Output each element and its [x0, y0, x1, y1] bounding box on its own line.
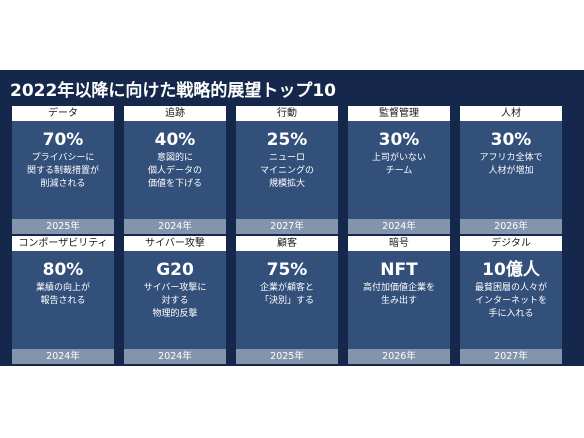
strategic-outlook-slide: 2022年以降に向けた戦略的展望トップ10 データ 70% プライバシーに 関す… [0, 70, 584, 366]
card-year: 2027年 [460, 349, 562, 364]
card-description-line: チーム [385, 166, 413, 176]
card-description-line: 価値を下げる [147, 179, 202, 189]
card-value: 25% [266, 130, 308, 150]
card-description-line: 手に入れる [488, 309, 534, 319]
card-description-line: アフリカ全体で [479, 153, 543, 163]
outlook-card-supervision: 監督管理 30% 上司がいない チーム 2024年 [348, 106, 450, 234]
card-description-line: 規模拡大 [268, 179, 305, 189]
card-category: 人材 [460, 106, 562, 121]
card-description: プライバシーに 関する制裁措置が 削減される [14, 152, 112, 191]
card-description-line: マイニングの [259, 166, 314, 176]
card-description: 上司がいない チーム [350, 152, 448, 178]
card-description-line: 業績の向上が [35, 283, 90, 293]
card-category: サイバー攻撃 [124, 236, 226, 251]
card-description-line: サイバー攻撃に [143, 283, 207, 293]
card-category: 暗号 [348, 236, 450, 251]
card-description-line: 意図的に [156, 153, 193, 163]
card-year: 2024年 [124, 349, 226, 364]
card-description-line: プライバシーに [31, 153, 95, 163]
card-value: NFT [380, 260, 418, 280]
card-description: 最貧困層の人々が インターネットを 手に入れる [462, 282, 560, 321]
card-description-line: 上司がいない [371, 153, 426, 163]
outlook-card-talent: 人材 30% アフリカ全体で 人材が増加 2026年 [460, 106, 562, 234]
card-description-line: 生み出す [380, 296, 417, 306]
card-description-line: 人材が増加 [488, 166, 534, 176]
card-value: 80% [42, 260, 84, 280]
card-description-line: 報告される [40, 296, 86, 306]
outlook-card-digital: デジタル 10億人 最貧困層の人々が インターネットを 手に入れる 2027年 [460, 236, 562, 364]
card-description: 企業が顧客と 「決別」する [238, 282, 336, 308]
card-value: 70% [42, 130, 84, 150]
card-value: 75% [266, 260, 308, 280]
card-year: 2025年 [236, 349, 338, 364]
card-category: 追跡 [124, 106, 226, 121]
outlook-card-customer: 顧客 75% 企業が顧客と 「決別」する 2025年 [236, 236, 338, 364]
card-description-line: インターネットを [474, 296, 547, 306]
slide-title: 2022年以降に向けた戦略的展望トップ10 [10, 81, 336, 101]
card-year: 2025年 [12, 219, 114, 234]
card-description: サイバー攻撃に 対する 物理的反撃 [126, 282, 224, 321]
card-year: 2024年 [124, 219, 226, 234]
outlook-card-cyberattack: サイバー攻撃 G20 サイバー攻撃に 対する 物理的反撃 2024年 [124, 236, 226, 364]
card-description-line: 「決別」する [259, 296, 314, 306]
card-category: データ [12, 106, 114, 121]
card-year: 2024年 [348, 219, 450, 234]
card-year: 2027年 [236, 219, 338, 234]
outlook-card-composability: コンポーザビリティ 80% 業績の向上が 報告される 2024年 [12, 236, 114, 364]
outlook-card-tracking: 追跡 40% 意図的に 個人データの 価値を下げる 2024年 [124, 106, 226, 234]
card-year: 2024年 [12, 349, 114, 364]
card-category: 行動 [236, 106, 338, 121]
card-category: コンポーザビリティ [12, 236, 114, 251]
card-description-line: 物理的反撃 [152, 309, 198, 319]
card-description-line: ニューロ [268, 153, 305, 163]
card-description-line: 高付加価値企業を [362, 283, 435, 293]
card-category: 監督管理 [348, 106, 450, 121]
card-value: 30% [378, 130, 420, 150]
card-description: 業績の向上が 報告される [14, 282, 112, 308]
card-description-line: 対する [161, 296, 189, 306]
card-description: 意図的に 個人データの 価値を下げる [126, 152, 224, 191]
outlook-card-behavior: 行動 25% ニューロ マイニングの 規模拡大 2027年 [236, 106, 338, 234]
card-description-line: 企業が顧客と [259, 283, 314, 293]
card-category: 顧客 [236, 236, 338, 251]
card-description-line: 最貧困層の人々が [474, 283, 547, 293]
card-category: デジタル [460, 236, 562, 251]
card-value: G20 [156, 260, 194, 280]
outlook-card-crypto: 暗号 NFT 高付加価値企業を 生み出す 2026年 [348, 236, 450, 364]
card-description: ニューロ マイニングの 規模拡大 [238, 152, 336, 191]
outlook-card-data: データ 70% プライバシーに 関する制裁措置が 削減される 2025年 [12, 106, 114, 234]
card-year: 2026年 [460, 219, 562, 234]
card-description: 高付加価値企業を 生み出す [350, 282, 448, 308]
card-description: アフリカ全体で 人材が増加 [462, 152, 560, 178]
card-value: 30% [490, 130, 532, 150]
card-value: 10億人 [482, 260, 540, 280]
card-description-line: 削減される [40, 179, 86, 189]
card-year: 2026年 [348, 349, 450, 364]
card-description-line: 関する制裁措置が [26, 166, 99, 176]
card-value: 40% [154, 130, 196, 150]
card-description-line: 個人データの [147, 166, 202, 176]
